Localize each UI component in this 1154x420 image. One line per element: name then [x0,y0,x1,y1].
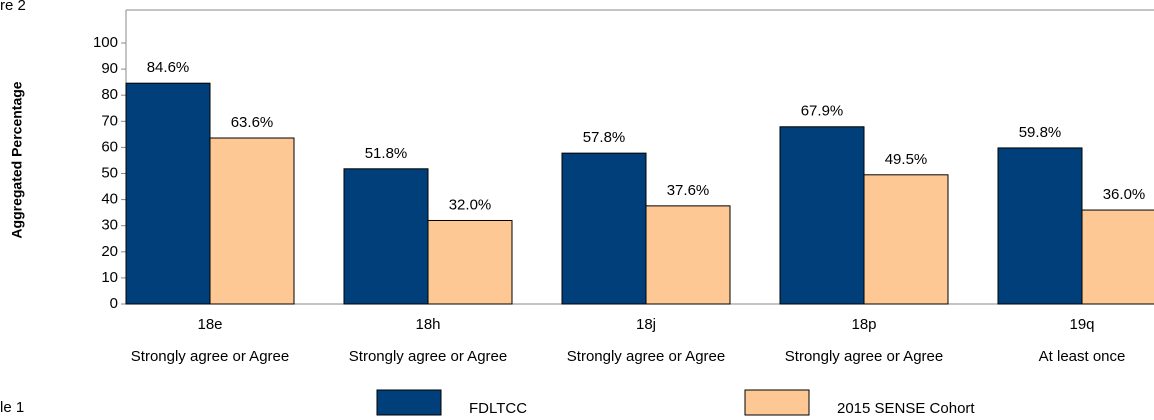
data-label: 37.6% [667,182,710,199]
page-fragment-text: le 1 [0,399,24,416]
data-label: 32.0% [449,196,492,213]
x-tick-sublabel: At least once [1039,348,1126,365]
x-tick-label: 19q [1069,316,1094,333]
y-tick-label: 70 [101,112,118,129]
y-axis-label: Aggregated Percentage [9,81,25,238]
data-label: 51.8% [365,145,408,162]
bar [125,82,211,305]
data-label: 67.9% [801,103,844,120]
y-tick-label: 40 [101,191,118,208]
bar [209,137,295,305]
x-tick-sublabel: Strongly agree or Agree [785,348,943,365]
y-tick-label: 90 [101,60,118,77]
legend-swatch [376,389,442,416]
data-label: 36.0% [1103,186,1146,203]
y-tick-label: 30 [101,217,118,234]
data-label: 59.8% [1019,124,1062,141]
bar [343,168,429,305]
x-tick-sublabel: Strongly agree or Agree [131,348,289,365]
x-tick-label: 18j [636,316,656,333]
data-label: 49.5% [885,151,928,168]
y-tick-label: 20 [101,243,118,260]
x-tick-label: 18p [851,316,876,333]
bar [863,174,949,305]
y-tick-label: 60 [101,138,118,155]
legend-swatch [744,389,810,416]
bar [997,147,1083,305]
y-tick-label: 100 [93,34,118,51]
data-label: 57.8% [583,129,626,146]
bar [561,152,647,305]
x-tick-sublabel: Strongly agree or Agree [349,348,507,365]
y-tick-label: 10 [101,269,118,286]
data-label: 63.6% [231,114,274,131]
x-tick-label: 18h [415,316,440,333]
y-tick-label: 0 [110,295,118,312]
legend-label: 2015 SENSE Cohort [837,400,975,417]
y-tick-label: 80 [101,86,118,103]
data-label: 84.6% [147,59,190,76]
bar [427,219,513,305]
y-tick-label: 50 [101,164,118,181]
bar [1081,209,1154,305]
bar [779,126,865,305]
bar [645,205,731,305]
x-tick-sublabel: Strongly agree or Agree [567,348,725,365]
legend-label: FDLTCC [469,400,527,417]
x-tick-label: 18e [197,316,222,333]
page-fragment-text: re 2 [0,0,26,14]
